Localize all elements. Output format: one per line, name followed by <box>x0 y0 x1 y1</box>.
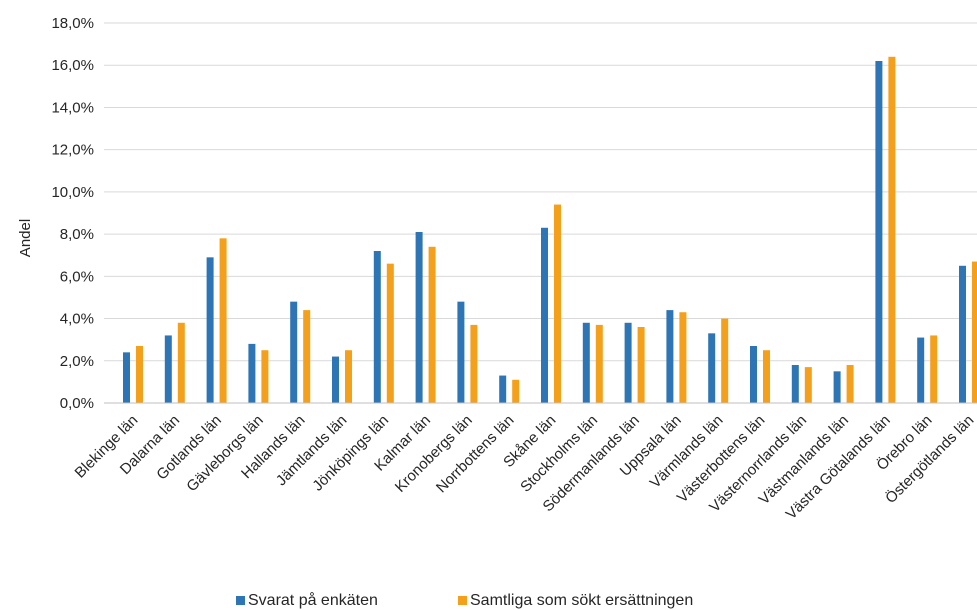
bar-samtliga <box>721 318 729 403</box>
y-tick-label: 6,0% <box>60 268 94 285</box>
bar-svarat <box>791 365 799 403</box>
y-tick-label: 16,0% <box>51 57 94 74</box>
legend-swatch-samtliga <box>458 596 467 605</box>
bar-svarat <box>415 232 423 403</box>
y-tick-label: 10,0% <box>51 184 94 201</box>
x-tick-label: Värmlands län <box>647 412 727 492</box>
legend-entry-label: Samtliga som sökt ersättningen <box>470 592 693 609</box>
bar-svarat <box>373 251 381 403</box>
y-axis-label: Andel <box>17 219 34 257</box>
bar-samtliga <box>512 379 520 403</box>
bar-samtliga <box>428 246 436 403</box>
bar-samtliga <box>345 350 352 403</box>
bar-samtliga <box>888 56 896 404</box>
bar-samtliga <box>595 324 603 403</box>
bar-samtliga <box>386 263 394 403</box>
bar-svarat <box>875 61 883 403</box>
bar-svarat <box>332 356 339 403</box>
bar-samtliga <box>177 322 185 403</box>
bar-svarat <box>959 265 966 403</box>
bar-svarat <box>582 322 590 403</box>
y-tick-label: 0,0% <box>60 395 94 412</box>
bar-svarat <box>164 335 172 403</box>
bar-samtliga <box>679 312 687 403</box>
bar-svarat <box>290 301 298 403</box>
bar-svarat <box>248 343 256 403</box>
bar-svarat <box>206 257 214 403</box>
bar-samtliga <box>804 367 812 403</box>
bar-svarat <box>750 346 757 403</box>
bar-svarat <box>123 352 130 403</box>
bar-svarat <box>917 337 925 403</box>
y-tick-label: 14,0% <box>51 99 94 116</box>
bar-samtliga <box>846 365 854 403</box>
gridlines <box>104 22 977 362</box>
bars <box>123 56 977 404</box>
bar-samtliga <box>470 324 478 403</box>
bar-svarat <box>499 375 507 403</box>
bar-samtliga <box>136 346 143 403</box>
y-tick-label: 4,0% <box>60 311 94 328</box>
bar-samtliga <box>763 350 770 403</box>
bar-svarat <box>624 322 632 403</box>
legend-swatch-svarat <box>236 596 245 605</box>
bar-svarat <box>457 301 465 403</box>
y-axis-ticks: 0,0% 2,0% 4,0% 6,0% 8,0% 10,0% 12,0% 14,0% 16,0%… <box>51 15 94 412</box>
bar-svarat <box>541 227 548 403</box>
y-tick-label: 2,0% <box>60 353 94 370</box>
bar-samtliga <box>261 350 269 403</box>
bar-samtliga <box>637 327 645 403</box>
bar-svarat <box>666 310 674 403</box>
legend-entry-label: Svarat på enkäten <box>248 591 378 609</box>
bar-samtliga <box>554 204 561 403</box>
y-tick-label: 18,0% <box>51 15 94 32</box>
bar-samtliga <box>972 261 977 403</box>
y-tick-label: 8,0% <box>60 226 94 243</box>
bar-samtliga <box>930 335 938 403</box>
y-tick-label: 12,0% <box>51 142 94 159</box>
bar-samtliga <box>303 310 311 403</box>
legend: Svarat på enkäten Samtliga som sökt ersät… <box>236 591 693 609</box>
bar-svarat <box>833 371 841 403</box>
bar-samtliga <box>219 238 227 403</box>
bar-svarat <box>708 333 716 403</box>
